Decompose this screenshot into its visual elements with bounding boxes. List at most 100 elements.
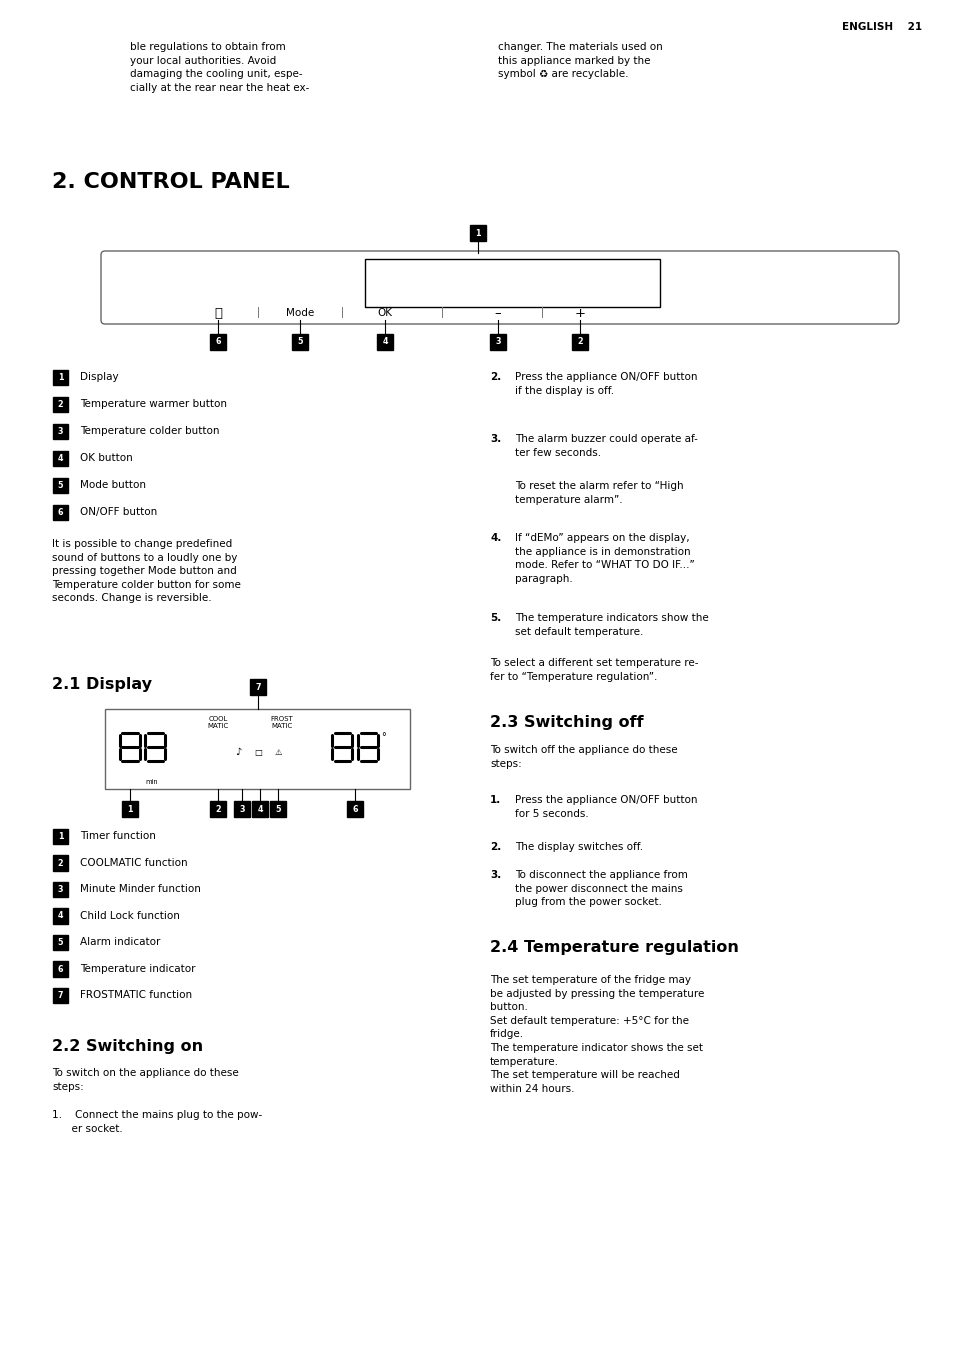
Text: COOLMATIC function: COOLMATIC function bbox=[80, 857, 188, 868]
Text: 7: 7 bbox=[255, 683, 260, 691]
Bar bbox=[210, 334, 226, 350]
Text: Press the appliance ON/OFF button
if the display is off.: Press the appliance ON/OFF button if the… bbox=[515, 372, 697, 396]
Text: FROST
MATIC: FROST MATIC bbox=[271, 717, 294, 729]
Text: Temperature warmer button: Temperature warmer button bbox=[80, 399, 227, 410]
Bar bbox=[52, 477, 69, 493]
Text: 4: 4 bbox=[382, 338, 387, 346]
Text: To disconnect the appliance from
the power disconnect the mains
plug from the po: To disconnect the appliance from the pow… bbox=[515, 869, 687, 907]
Text: 5: 5 bbox=[297, 338, 302, 346]
Text: □: □ bbox=[253, 748, 262, 757]
Text: The set temperature of the fridge may
be adjusted by pressing the temperature
bu: The set temperature of the fridge may be… bbox=[490, 975, 703, 1094]
Text: 2.2 Switching on: 2.2 Switching on bbox=[52, 1038, 203, 1053]
Text: The temperature indicators show the
set default temperature.: The temperature indicators show the set … bbox=[515, 612, 708, 637]
Text: –: – bbox=[495, 307, 500, 320]
Text: 2: 2 bbox=[57, 400, 63, 410]
Text: To reset the alarm refer to “High
temperature alarm”.: To reset the alarm refer to “High temper… bbox=[515, 481, 683, 504]
Text: 4.: 4. bbox=[490, 533, 501, 544]
Text: OK button: OK button bbox=[80, 453, 132, 462]
Text: ON/OFF button: ON/OFF button bbox=[80, 507, 157, 516]
Text: 3: 3 bbox=[495, 338, 500, 346]
Text: 4: 4 bbox=[58, 454, 63, 462]
Text: 2.1 Display: 2.1 Display bbox=[52, 677, 152, 692]
Text: min: min bbox=[146, 779, 158, 786]
Text: ⓞ: ⓞ bbox=[213, 307, 222, 320]
Bar bbox=[122, 802, 137, 817]
Text: ENGLISH    21: ENGLISH 21 bbox=[841, 22, 921, 32]
Text: 1: 1 bbox=[475, 228, 480, 238]
Bar bbox=[270, 802, 286, 817]
Bar bbox=[52, 369, 69, 385]
Text: Temperature colder button: Temperature colder button bbox=[80, 426, 219, 435]
Text: If “dEMo” appears on the display,
the appliance is in demonstration
mode. Refer : If “dEMo” appears on the display, the ap… bbox=[515, 533, 694, 584]
Text: OK: OK bbox=[377, 308, 392, 319]
Text: Mode button: Mode button bbox=[80, 480, 146, 489]
Bar bbox=[52, 856, 69, 871]
Text: 2.3 Switching off: 2.3 Switching off bbox=[490, 715, 643, 730]
Text: 5: 5 bbox=[275, 804, 280, 814]
Text: 2: 2 bbox=[577, 338, 582, 346]
Text: 1.    Connect the mains plug to the pow-
      er socket.: 1. Connect the mains plug to the pow- er… bbox=[52, 1110, 262, 1134]
Text: 2. CONTROL PANEL: 2. CONTROL PANEL bbox=[52, 172, 290, 192]
Text: 7: 7 bbox=[58, 991, 63, 1000]
Text: changer. The materials used on
this appliance marked by the
symbol ♻ are recycla: changer. The materials used on this appl… bbox=[497, 42, 662, 80]
Bar bbox=[52, 961, 69, 976]
Text: 5: 5 bbox=[58, 481, 63, 489]
Text: 3: 3 bbox=[58, 427, 63, 435]
Bar bbox=[234, 802, 250, 817]
Text: 5.: 5. bbox=[490, 612, 500, 623]
Text: 4: 4 bbox=[257, 804, 262, 814]
Bar bbox=[52, 504, 69, 521]
Text: 6: 6 bbox=[58, 964, 63, 973]
Text: 1: 1 bbox=[58, 831, 63, 841]
Text: 4: 4 bbox=[58, 911, 63, 921]
Bar bbox=[52, 882, 69, 898]
Text: 3: 3 bbox=[58, 886, 63, 894]
Bar bbox=[572, 334, 587, 350]
Bar bbox=[52, 988, 69, 1003]
Bar bbox=[470, 226, 485, 241]
Bar bbox=[52, 450, 69, 466]
Text: To select a different set temperature re-
fer to “Temperature regulation”.: To select a different set temperature re… bbox=[490, 658, 698, 681]
Text: +: + bbox=[574, 307, 585, 320]
Bar bbox=[365, 260, 659, 307]
Text: To switch on the appliance do these
steps:: To switch on the appliance do these step… bbox=[52, 1068, 238, 1092]
Bar bbox=[52, 934, 69, 950]
Text: 2.: 2. bbox=[490, 372, 500, 383]
Text: °: ° bbox=[381, 731, 386, 742]
Bar bbox=[250, 679, 266, 695]
Bar bbox=[52, 829, 69, 844]
Text: The display switches off.: The display switches off. bbox=[515, 842, 642, 852]
Text: The alarm buzzer could operate af-
ter few seconds.: The alarm buzzer could operate af- ter f… bbox=[515, 434, 698, 457]
Bar bbox=[376, 334, 393, 350]
Text: 1: 1 bbox=[127, 804, 132, 814]
Text: 6: 6 bbox=[58, 508, 63, 516]
Text: Timer function: Timer function bbox=[80, 831, 155, 841]
Text: Mode: Mode bbox=[286, 308, 314, 319]
Bar bbox=[210, 802, 226, 817]
Bar bbox=[52, 396, 69, 412]
Bar bbox=[490, 334, 505, 350]
Text: To switch off the appliance do these
steps:: To switch off the appliance do these ste… bbox=[490, 745, 677, 768]
Text: ble regulations to obtain from
your local authorities. Avoid
damaging the coolin: ble regulations to obtain from your loca… bbox=[130, 42, 309, 93]
FancyBboxPatch shape bbox=[101, 251, 898, 324]
Text: 5: 5 bbox=[58, 938, 63, 946]
Bar bbox=[52, 909, 69, 923]
Text: ♪: ♪ bbox=[234, 748, 241, 757]
Text: 2.: 2. bbox=[490, 842, 500, 852]
Text: COOL
MATIC: COOL MATIC bbox=[207, 717, 229, 729]
Text: 2.4 Temperature regulation: 2.4 Temperature regulation bbox=[490, 940, 739, 955]
Text: Display: Display bbox=[80, 372, 118, 383]
Text: Alarm indicator: Alarm indicator bbox=[80, 937, 160, 946]
Text: 3: 3 bbox=[239, 804, 245, 814]
Text: Press the appliance ON/OFF button
for 5 seconds.: Press the appliance ON/OFF button for 5 … bbox=[515, 795, 697, 818]
Text: 3.: 3. bbox=[490, 869, 500, 880]
Text: 2: 2 bbox=[215, 804, 220, 814]
Text: Child Lock function: Child Lock function bbox=[80, 910, 180, 921]
Bar bbox=[52, 423, 69, 439]
Text: FROSTMATIC function: FROSTMATIC function bbox=[80, 990, 192, 1000]
Text: 1: 1 bbox=[58, 373, 63, 383]
Text: 3.: 3. bbox=[490, 434, 500, 443]
Text: ⚠: ⚠ bbox=[274, 748, 281, 757]
Text: 6: 6 bbox=[352, 804, 357, 814]
Text: Minute Minder function: Minute Minder function bbox=[80, 884, 201, 894]
